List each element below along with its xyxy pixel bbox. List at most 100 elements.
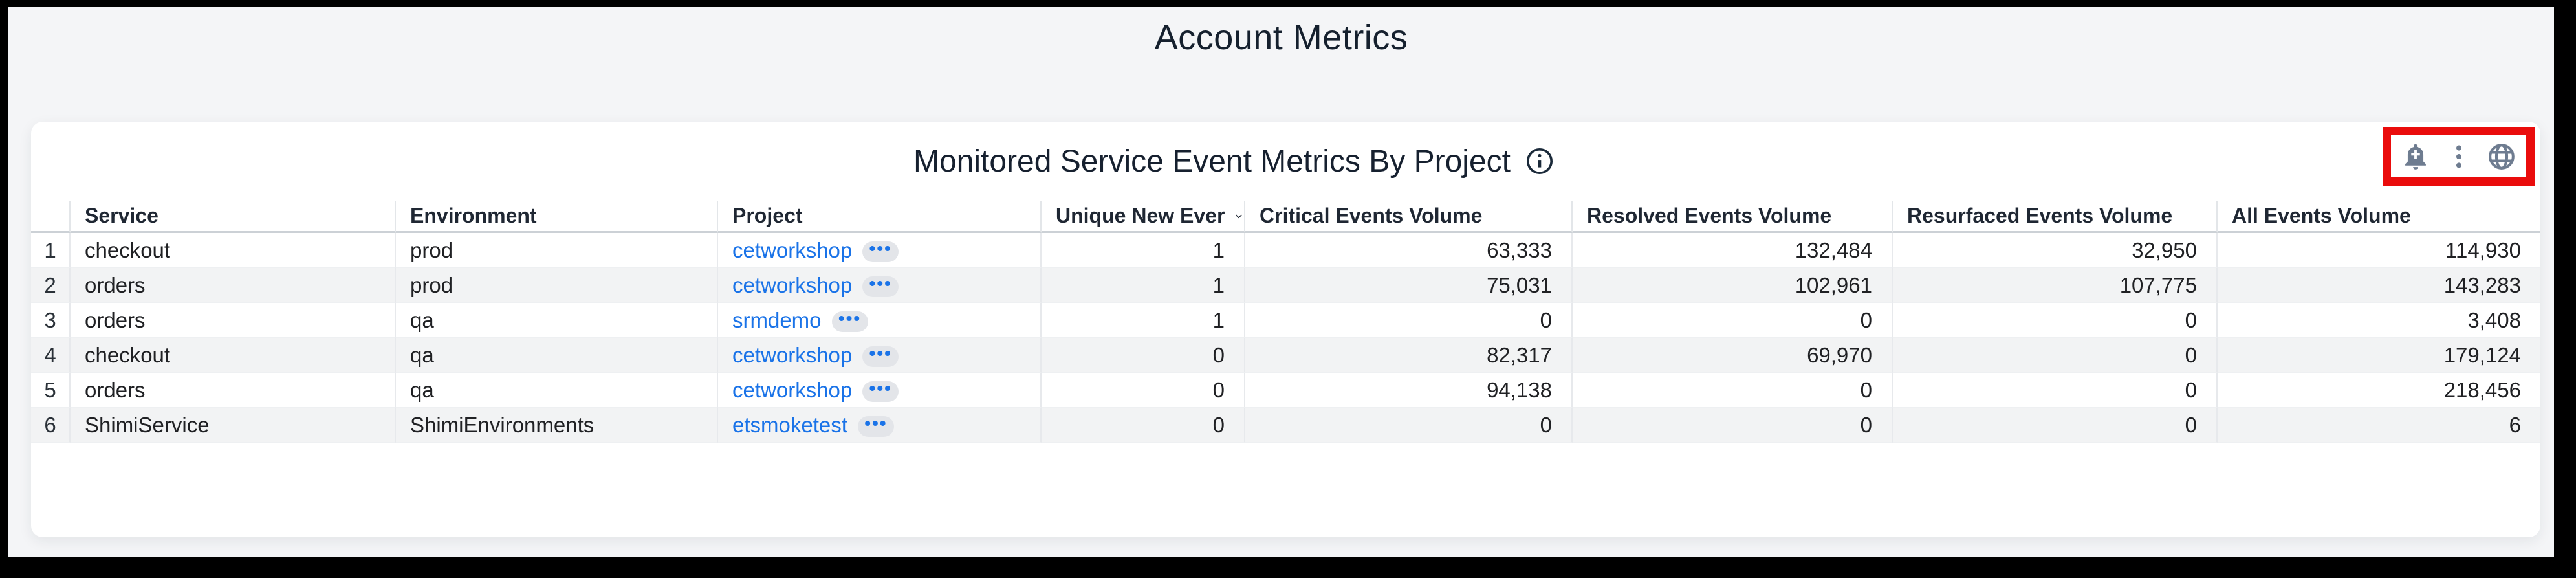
cell-environment: qa [396,373,718,408]
cell-resolved: 102,961 [1573,268,1893,303]
column-header-label: Critical Events Volume [1260,204,1483,227]
globe-icon[interactable] [2486,141,2517,172]
cell-resurfaced: 0 [1893,408,2218,443]
cell-idx: 6 [31,408,71,443]
cell-idx: 5 [31,373,71,408]
cell-idx: 1 [31,233,71,268]
cell-environment: qa [396,303,718,338]
cell-service: checkout [71,233,396,268]
cell-service: ShimiService [71,408,396,443]
table-header-row: Service Environment Project Unique New Ever… [31,201,2540,233]
cell-service: orders [71,303,396,338]
table-row: 5 orders qa cetworkshop ••• 0 94,138 0 0 218,456 [31,373,2540,408]
column-header-label: Resurfaced Events Volume [1907,204,2173,227]
cell-all: 218,456 [2218,373,2540,408]
cell-all: 114,930 [2218,233,2540,268]
add-alert-icon[interactable] [2400,141,2431,172]
cell-critical: 0 [1245,408,1573,443]
table-body: 1 checkout prod cetworkshop ••• 1 63,333 132,48… [31,233,2540,443]
cell-idx: 4 [31,338,71,373]
cell-resurfaced: 32,950 [1893,233,2218,268]
project-more-pill[interactable]: ••• [857,414,894,437]
cell-critical: 94,138 [1245,373,1573,408]
cell-all: 143,283 [2218,268,2540,303]
metrics-table: Service Environment Project Unique New Ever… [31,201,2540,443]
project-link[interactable]: cetworkshop [732,342,853,367]
info-icon[interactable] [1525,146,1555,176]
cell-unique: 0 [1042,408,1245,443]
column-header-environment[interactable]: Environment [396,201,718,233]
table-row: 3 orders qa srmdemo ••• 1 0 0 0 3,408 [31,303,2540,338]
table-row: 6 ShimiService ShimiEnvironments etsmoketes… [31,408,2540,443]
cell-project: etsmoketest ••• [718,408,1042,443]
project-link[interactable]: cetworkshop [732,377,853,402]
project-link[interactable]: cetworkshop [732,238,853,262]
column-header-label: Resolved Events Volume [1587,204,1832,227]
cell-resurfaced: 0 [1893,373,2218,408]
project-more-pill[interactable]: ••• [831,309,868,332]
cell-project: cetworkshop ••• [718,373,1042,408]
cell-project: cetworkshop ••• [718,233,1042,268]
cell-environment: ShimiEnvironments [396,408,718,443]
cell-resolved: 0 [1573,303,1893,338]
column-header-label: Environment [410,204,537,227]
column-header-unique[interactable]: Unique New Ever [1042,201,1245,233]
project-link[interactable]: etsmoketest [732,412,847,437]
cell-all: 3,408 [2218,303,2540,338]
column-header-all[interactable]: All Events Volume [2218,201,2540,233]
cell-environment: prod [396,233,718,268]
cell-project: cetworkshop ••• [718,268,1042,303]
sort-desc-chevron-icon[interactable] [1234,205,1244,227]
cell-environment: qa [396,338,718,373]
cell-unique: 0 [1042,338,1245,373]
cell-critical: 75,031 [1245,268,1573,303]
table-row: 4 checkout qa cetworkshop ••• 0 82,317 69,970 0 1… [31,338,2540,373]
cell-unique: 0 [1042,373,1245,408]
column-header-label: Project [732,204,803,227]
cell-idx: 3 [31,303,71,338]
column-header-label: All Events Volume [2232,204,2411,227]
annotation-highlight-box [2383,127,2535,186]
cell-project: srmdemo ••• [718,303,1042,338]
page-background: Account Metrics Monitored Service Event … [8,7,2554,557]
cell-resurfaced: 0 [1893,338,2218,373]
column-header-idx[interactable] [31,201,71,233]
table-head: Service Environment Project Unique New Ever… [31,201,2540,233]
table-row: 1 checkout prod cetworkshop ••• 1 63,333 132,48… [31,233,2540,268]
cell-critical: 63,333 [1245,233,1573,268]
page-title: Account Metrics [1154,18,1408,57]
cell-critical: 82,317 [1245,338,1573,373]
column-header-resolved[interactable]: Resolved Events Volume [1573,201,1893,233]
project-link[interactable]: srmdemo [732,307,822,332]
column-header-label: Unique New Ever [1056,204,1225,227]
project-link[interactable]: cetworkshop [732,272,853,297]
cell-all: 179,124 [2218,338,2540,373]
cell-unique: 1 [1042,268,1245,303]
cell-resolved: 132,484 [1573,233,1893,268]
cell-unique: 1 [1042,233,1245,268]
cell-idx: 2 [31,268,71,303]
column-header-critical[interactable]: Critical Events Volume [1245,201,1573,233]
cell-service: orders [71,373,396,408]
kebab-menu-icon[interactable] [2443,141,2474,172]
project-more-pill[interactable]: ••• [862,239,899,262]
cell-environment: prod [396,268,718,303]
cell-project: cetworkshop ••• [718,338,1042,373]
project-more-pill[interactable]: ••• [862,344,899,367]
panel-header: Monitored Service Event Metrics By Proje… [31,122,2540,201]
cell-service: checkout [71,338,396,373]
cell-resurfaced: 0 [1893,303,2218,338]
project-more-pill[interactable]: ••• [862,274,899,297]
column-header-project[interactable]: Project [718,201,1042,233]
cell-all: 6 [2218,408,2540,443]
column-header-resurfaced[interactable]: Resurfaced Events Volume [1893,201,2218,233]
cell-resolved: 69,970 [1573,338,1893,373]
column-header-label: Service [85,204,158,227]
cell-service: orders [71,268,396,303]
column-header-service[interactable]: Service [71,201,396,233]
table-row: 2 orders prod cetworkshop ••• 1 75,031 102,961 1… [31,268,2540,303]
metrics-panel: Monitored Service Event Metrics By Proje… [31,122,2540,537]
panel-title: Monitored Service Event Metrics By Proje… [913,144,1511,179]
project-more-pill[interactable]: ••• [862,379,899,402]
